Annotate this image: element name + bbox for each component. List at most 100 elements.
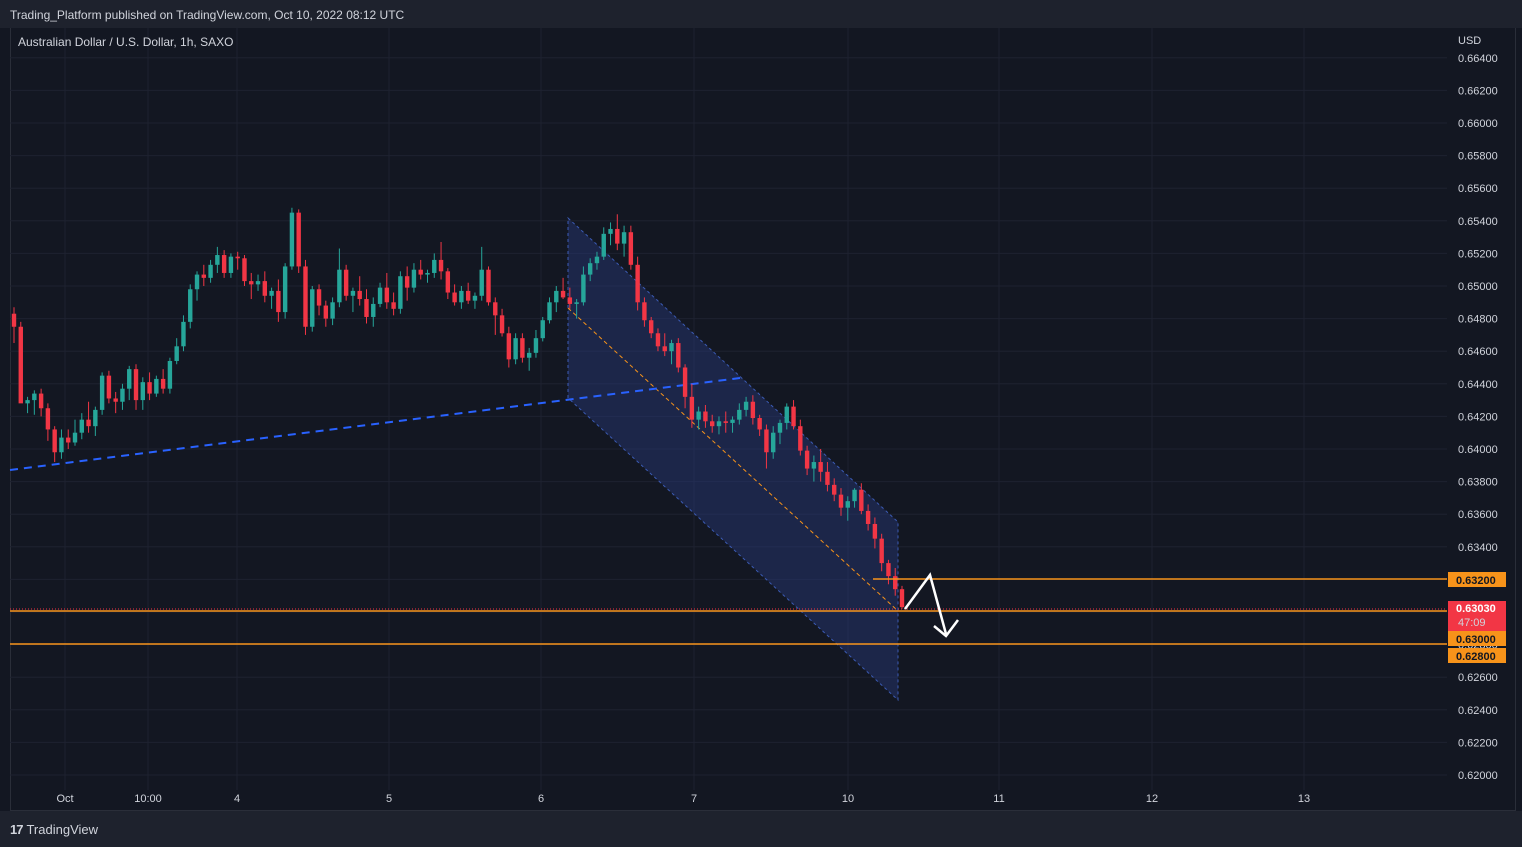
candle[interactable]: [66, 429, 71, 449]
candle[interactable]: [25, 396, 30, 414]
candle[interactable]: [669, 339, 674, 365]
candle[interactable]: [249, 272, 254, 300]
candle[interactable]: [445, 268, 451, 300]
candle[interactable]: [750, 395, 756, 425]
candle[interactable]: [520, 333, 525, 363]
candle[interactable]: [391, 292, 396, 316]
candle[interactable]: [709, 414, 715, 433]
candle[interactable]: [893, 567, 898, 596]
candle[interactable]: [86, 401, 91, 433]
candle[interactable]: [228, 253, 234, 278]
candle[interactable]: [384, 272, 390, 309]
candle[interactable]: [526, 347, 532, 371]
candle[interactable]: [303, 259, 308, 335]
candle[interactable]: [120, 383, 125, 410]
candle[interactable]: [472, 292, 478, 309]
candle[interactable]: [337, 248, 342, 308]
candle[interactable]: [181, 315, 186, 352]
candle[interactable]: [798, 419, 803, 456]
candle[interactable]: [764, 424, 769, 469]
candle[interactable]: [11, 307, 17, 344]
candle[interactable]: [493, 297, 498, 335]
candle[interactable]: [716, 416, 722, 435]
candle[interactable]: [689, 383, 695, 428]
tradingview-logo[interactable]: 17 TradingView: [10, 822, 98, 837]
candle[interactable]: [323, 300, 329, 327]
chart-pane[interactable]: [10, 28, 1516, 811]
candle[interactable]: [886, 559, 891, 585]
candle[interactable]: [608, 222, 613, 246]
candle[interactable]: [784, 403, 789, 430]
candle[interactable]: [845, 496, 850, 521]
candle[interactable]: [804, 445, 810, 476]
candlestick-series[interactable]: [11, 207, 905, 609]
candle[interactable]: [743, 396, 749, 417]
candle[interactable]: [777, 419, 783, 445]
candle[interactable]: [59, 429, 64, 459]
candle[interactable]: [418, 259, 423, 280]
candle[interactable]: [18, 321, 23, 404]
candle[interactable]: [459, 286, 464, 309]
projection-path-arrow[interactable]: [903, 572, 948, 635]
candle[interactable]: [479, 246, 484, 301]
candle[interactable]: [262, 271, 268, 303]
candle[interactable]: [310, 286, 315, 332]
candle[interactable]: [398, 271, 403, 314]
candle[interactable]: [899, 585, 905, 609]
candle[interactable]: [513, 333, 518, 365]
candle[interactable]: [221, 250, 227, 278]
candle[interactable]: [859, 483, 864, 515]
candle[interactable]: [432, 253, 437, 278]
ascending-trendline[interactable]: [9, 377, 741, 471]
candle[interactable]: [547, 297, 552, 324]
candle[interactable]: [757, 414, 762, 436]
candle[interactable]: [72, 419, 78, 446]
candle[interactable]: [703, 404, 708, 428]
candle[interactable]: [330, 297, 335, 326]
candle[interactable]: [188, 284, 193, 329]
candle[interactable]: [208, 259, 213, 283]
candle[interactable]: [486, 266, 491, 306]
candle[interactable]: [879, 533, 884, 572]
candle[interactable]: [791, 400, 796, 430]
candle[interactable]: [662, 333, 667, 357]
candle[interactable]: [289, 207, 295, 270]
candle[interactable]: [269, 287, 274, 309]
candle[interactable]: [771, 426, 776, 459]
candle[interactable]: [852, 488, 857, 508]
candle[interactable]: [167, 357, 173, 394]
candle[interactable]: [364, 289, 369, 324]
candle[interactable]: [594, 251, 600, 270]
candle[interactable]: [554, 286, 559, 313]
candle[interactable]: [465, 282, 471, 304]
candle[interactable]: [194, 271, 200, 301]
candle[interactable]: [404, 266, 410, 301]
candle[interactable]: [343, 264, 349, 301]
candle[interactable]: [682, 364, 688, 409]
candle[interactable]: [574, 299, 579, 319]
candle[interactable]: [838, 488, 844, 516]
candle[interactable]: [99, 372, 105, 415]
candle[interactable]: [377, 282, 383, 308]
candle[interactable]: [676, 338, 681, 373]
candle[interactable]: [316, 284, 322, 316]
candle[interactable]: [154, 375, 159, 397]
time-axis[interactable]: Oct 10:00 4 5 6 7 10 11 12 13: [56, 793, 1310, 805]
candle[interactable]: [832, 478, 837, 502]
candle[interactable]: [133, 364, 139, 410]
candle[interactable]: [818, 449, 823, 482]
candle[interactable]: [255, 274, 261, 291]
candle[interactable]: [655, 328, 661, 352]
candle[interactable]: [93, 406, 98, 436]
channel-midline[interactable]: [567, 307, 899, 612]
candle[interactable]: [357, 276, 362, 306]
candle[interactable]: [371, 297, 376, 327]
candle[interactable]: [825, 462, 830, 492]
candle[interactable]: [425, 269, 430, 283]
candle[interactable]: [350, 287, 356, 313]
candle[interactable]: [242, 255, 247, 286]
candle[interactable]: [730, 416, 735, 433]
candle[interactable]: [113, 391, 118, 414]
candle[interactable]: [38, 388, 44, 417]
